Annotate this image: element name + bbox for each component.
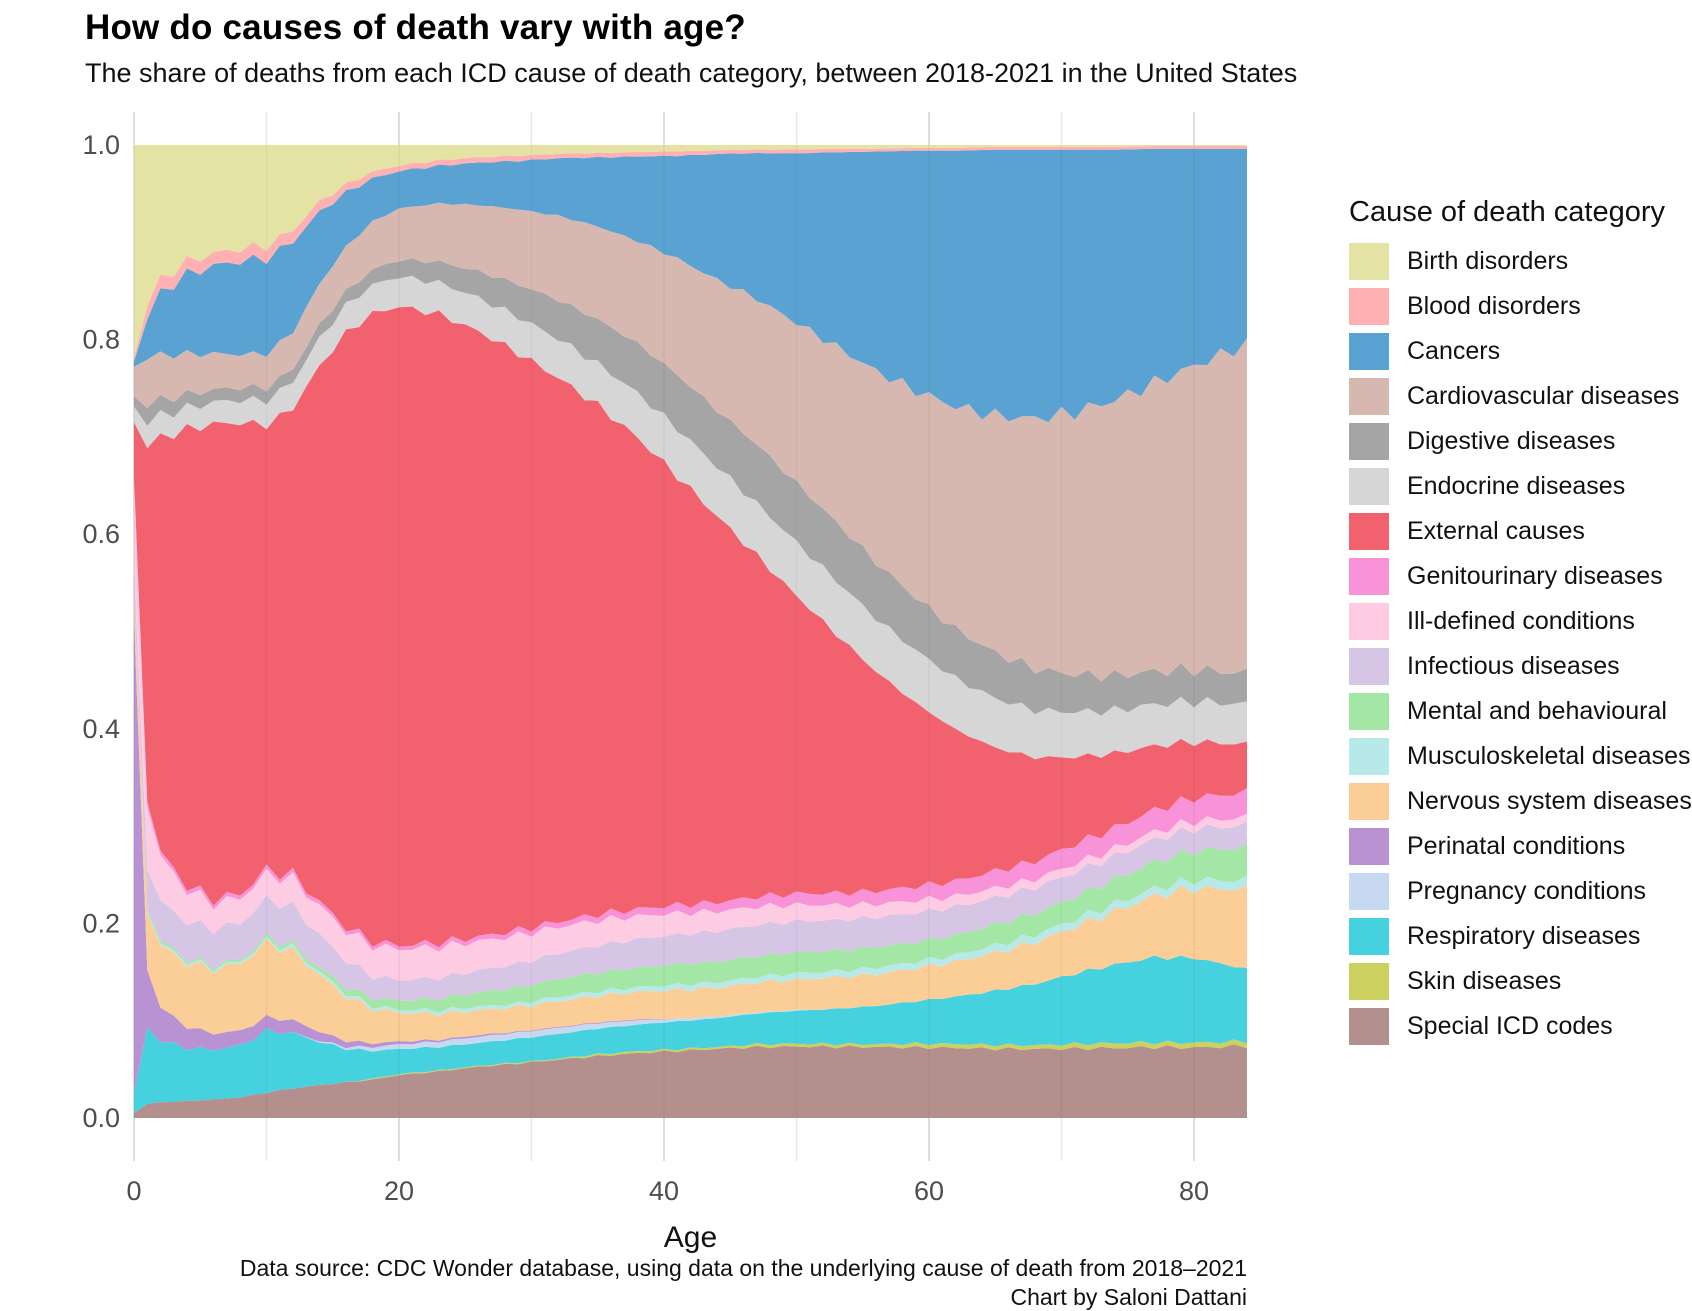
legend-swatch-genitourinary-diseases [1349, 558, 1389, 595]
y-tick-label-0.4: 0.4 [82, 714, 120, 744]
legend-swatch-nervous-system-diseases [1349, 783, 1389, 820]
y-tick-label-0.8: 0.8 [82, 325, 120, 355]
x-tick-label-20: 20 [384, 1176, 414, 1206]
legend-swatch-digestive-diseases [1349, 423, 1389, 460]
legend-item-skin-diseases: Skin diseases [1349, 963, 1689, 1000]
legend-swatch-cardiovascular-diseases [1349, 378, 1389, 415]
legend-label-ill-defined-conditions: Ill-defined conditions [1407, 607, 1635, 635]
area-skin-diseases [134, 1039, 1247, 1114]
y-tick-label-1.0: 1.0 [82, 130, 120, 160]
legend-swatch-pregnancy-conditions [1349, 873, 1389, 910]
gridlines-overlay [133, 112, 1195, 1161]
legend-item-mental-and-behavioural: Mental and behavioural [1349, 693, 1689, 730]
legend-label-respiratory-diseases: Respiratory diseases [1407, 922, 1641, 950]
legend-label-infectious-diseases: Infectious diseases [1407, 652, 1620, 680]
legend-item-digestive-diseases: Digestive diseases [1349, 423, 1689, 460]
x-tick-label-0: 0 [126, 1176, 141, 1206]
legend-item-blood-disorders: Blood disorders [1349, 288, 1689, 325]
legend-item-external-causes: External causes [1349, 513, 1689, 550]
y-tick-label-0.0: 0.0 [82, 1103, 120, 1133]
legend-label-skin-diseases: Skin diseases [1407, 967, 1562, 995]
legend-swatch-birth-disorders [1349, 243, 1389, 280]
x-axis-title: Age [664, 1221, 717, 1254]
legend-item-birth-disorders: Birth disorders [1349, 243, 1689, 280]
caption-author: Chart by Saloni Dattani [1010, 1283, 1247, 1310]
legend-item-endocrine-diseases: Endocrine diseases [1349, 468, 1689, 505]
legend-item-respiratory-diseases: Respiratory diseases [1349, 918, 1689, 955]
area-external-causes [134, 306, 1247, 948]
area-cancers [134, 148, 1247, 423]
legend-swatch-endocrine-diseases [1349, 468, 1389, 505]
legend-label-blood-disorders: Blood disorders [1407, 292, 1581, 320]
area-series [134, 145, 1247, 1118]
legend-label-birth-disorders: Birth disorders [1407, 247, 1569, 275]
legend-item-cancers: Cancers [1349, 333, 1689, 370]
caption-source: Data source: CDC Wonder database, using … [239, 1255, 1247, 1281]
legend-label-mental-and-behavioural: Mental and behavioural [1407, 697, 1667, 725]
legend-swatch-special-icd-codes [1349, 1008, 1389, 1045]
legend-item-musculoskeletal-diseases: Musculoskeletal diseases [1349, 738, 1691, 775]
legend-swatch-external-causes [1349, 513, 1389, 550]
legend-label-pregnancy-conditions: Pregnancy conditions [1407, 877, 1647, 905]
x-tick-label-80: 80 [1179, 1176, 1209, 1206]
legend-swatch-ill-defined-conditions [1349, 603, 1389, 640]
legend-item-genitourinary-diseases: Genitourinary diseases [1349, 558, 1689, 595]
y-tick-label-0.2: 0.2 [82, 908, 120, 938]
x-tick-label-40: 40 [649, 1176, 679, 1206]
legend-item-ill-defined-conditions: Ill-defined conditions [1349, 603, 1689, 640]
legend-item-special-icd-codes: Special ICD codes [1349, 1008, 1689, 1045]
legend-item-pregnancy-conditions: Pregnancy conditions [1349, 873, 1689, 910]
legend-swatch-respiratory-diseases [1349, 918, 1389, 955]
area-cardiovascular-diseases [134, 202, 1247, 682]
legend-swatch-infectious-diseases [1349, 648, 1389, 685]
page-subtitle: The share of deaths from each ICD cause … [85, 58, 1298, 88]
legend-label-musculoskeletal-diseases: Musculoskeletal diseases [1407, 742, 1691, 770]
legend-label-external-causes: External causes [1407, 517, 1585, 545]
chart-caption: Data source: CDC Wonder database, using … [240, 1254, 1247, 1311]
legend-item-perinatal-conditions: Perinatal conditions [1349, 828, 1689, 865]
legend-items: Birth disorders Blood disorders Cancers Car… [1349, 243, 1692, 1045]
area-endocrine-diseases [134, 275, 1247, 760]
legend-swatch-perinatal-conditions [1349, 828, 1389, 865]
legend-label-perinatal-conditions: Perinatal conditions [1407, 832, 1626, 860]
legend-label-cardiovascular-diseases: Cardiovascular diseases [1407, 382, 1680, 410]
area-respiratory-diseases [134, 955, 1247, 1114]
legend-swatch-blood-disorders [1349, 288, 1389, 325]
legend-title: Cause of death category [1349, 196, 1665, 228]
legend-item-cardiovascular-diseases: Cardiovascular diseases [1349, 378, 1689, 415]
legend-swatch-cancers [1349, 333, 1389, 370]
legend-swatch-skin-diseases [1349, 963, 1389, 1000]
legend-label-special-icd-codes: Special ICD codes [1407, 1012, 1613, 1040]
area-special-icd-codes [134, 1044, 1247, 1118]
area-birth-disorders [134, 145, 1247, 358]
legend-label-endocrine-diseases: Endocrine diseases [1407, 472, 1626, 500]
legend-label-cancers: Cancers [1407, 337, 1501, 365]
legend-item-infectious-diseases: Infectious diseases [1349, 648, 1689, 685]
legend-swatch-musculoskeletal-diseases [1349, 738, 1389, 775]
legend-label-nervous-system-diseases: Nervous system diseases [1407, 787, 1692, 815]
legend-label-genitourinary-diseases: Genitourinary diseases [1407, 562, 1663, 590]
x-tick-label-60: 60 [914, 1176, 944, 1206]
legend-swatch-mental-and-behavioural [1349, 693, 1389, 730]
y-tick-label-0.6: 0.6 [82, 519, 120, 549]
chart-legend: Cause of death category Birth disorders B… [1349, 196, 1692, 1053]
area-nervous-system-diseases [134, 597, 1247, 1045]
legend-label-digestive-diseases: Digestive diseases [1407, 427, 1616, 455]
page-title: How do causes of death vary with age? [85, 8, 746, 47]
legend-item-nervous-system-diseases: Nervous system diseases [1349, 783, 1692, 820]
